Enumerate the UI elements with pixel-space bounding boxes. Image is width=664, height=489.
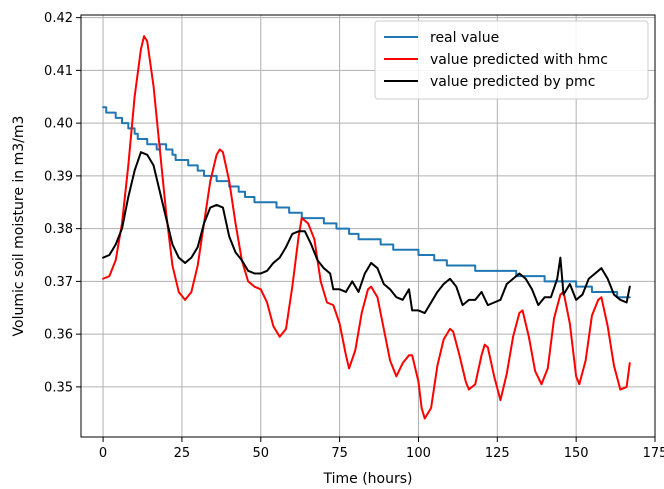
legend-label: value predicted with hmc: [430, 52, 608, 68]
y-tick-label: 0.36: [44, 328, 73, 343]
y-axis-label: Volumic soil moisture in m3/m3: [11, 116, 27, 337]
x-axis-label: Time (hours): [323, 471, 413, 487]
y-tick-label: 0.35: [44, 380, 73, 395]
plot-frame: [80, 14, 656, 438]
legend-box: [374, 20, 649, 100]
series-line-1: [102, 35, 631, 420]
y-tick-label: 0.37: [44, 275, 73, 290]
y-tick-label: 0.42: [44, 11, 73, 26]
x-axis: 0 25 50 75 100 125 150 175: [99, 437, 664, 461]
legend: real value value predicted with hmc value …: [374, 20, 649, 100]
x-tick-label: 50: [252, 446, 269, 461]
y-tick-label: 0.39: [44, 169, 73, 184]
y-tick-label: 0.40: [44, 117, 73, 132]
x-tick-label: 175: [643, 446, 664, 461]
legend-label: value predicted by pmc: [430, 74, 595, 90]
x-tick-label: 25: [174, 446, 191, 461]
x-tick-label: 150: [564, 446, 589, 461]
series-line-2: [102, 151, 631, 315]
series-line-0: [102, 106, 631, 299]
y-tick-label: 0.38: [44, 222, 73, 237]
x-tick-label: 75: [331, 446, 348, 461]
y-tick-label: 0.41: [44, 64, 73, 79]
x-tick-label: 125: [485, 446, 510, 461]
x-tick-label: 0: [99, 446, 107, 461]
x-tick-label: 100: [406, 446, 431, 461]
y-axis: 0.35 0.36 0.37 0.38 0.39 0.40 0.41 0.42: [44, 11, 81, 395]
legend-label: real value: [430, 30, 499, 46]
series-lines: [102, 35, 631, 420]
